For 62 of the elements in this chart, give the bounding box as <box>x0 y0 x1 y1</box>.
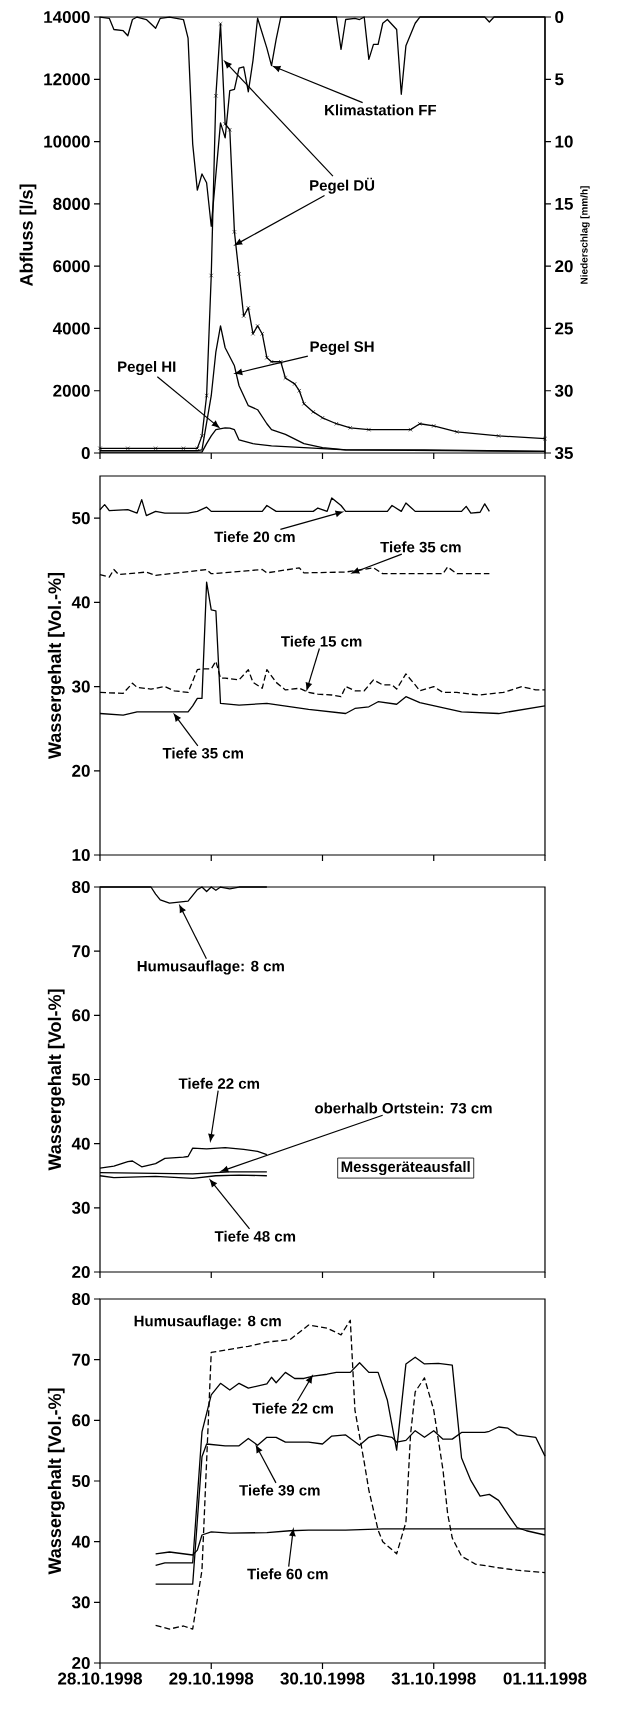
annotation: Tiefe 22 cm <box>178 1077 260 1089</box>
y2-tick-label: 20 <box>555 260 573 273</box>
y-axis-title: Abfluss [l/s] <box>19 184 37 287</box>
x-tick-label: 29.10.1998 <box>169 1672 254 1685</box>
y-tick-label: 10000 <box>44 135 90 148</box>
y2-tick-label: 35 <box>554 446 573 460</box>
y-tick-label: 60 <box>72 1009 90 1022</box>
y-tick-label: 80 <box>72 1292 90 1306</box>
y-tick-label: 60 <box>72 1414 90 1427</box>
y-tick-label: 40 <box>71 1137 90 1150</box>
y-tick-label: 0 <box>81 446 90 460</box>
x-tick-label: 30.10.1998 <box>280 1672 365 1685</box>
annotation: Pegel SH <box>310 340 374 355</box>
y-tick-label: 2000 <box>53 384 90 397</box>
y-tick-label: 80 <box>72 880 90 894</box>
annotation: Tiefe 48 cm <box>214 1230 296 1242</box>
y-tick-label: 70 <box>72 945 90 958</box>
y-tick-label: 50 <box>72 512 90 525</box>
y-tick-label: 70 <box>72 1353 90 1366</box>
annotation: Humusauflage: 8 cm <box>137 960 284 975</box>
annotation: Pegel HI <box>118 360 176 376</box>
annotation: Messgeräteausfall <box>341 1161 470 1176</box>
annotation: Klimastation FF <box>325 104 437 116</box>
y-tick-label: 4000 <box>52 322 90 335</box>
y-tick-label: 10 <box>72 848 90 862</box>
y2-axis-title: Niederschlag [mm/h] <box>580 186 590 284</box>
annotation: Tiefe 20 cm <box>214 531 295 543</box>
annotation: Tiefe 22 cm <box>252 1402 333 1414</box>
y-tick-label: 30 <box>71 680 90 693</box>
y-tick-label: 50 <box>72 1073 90 1086</box>
y-tick-label: 50 <box>72 1474 90 1488</box>
y2-tick-label: 15 <box>555 197 573 210</box>
y2-tick-label: 5 <box>555 73 564 86</box>
annotation: Pegel DÜ <box>310 177 375 194</box>
annotation: Tiefe 35 cm <box>162 747 243 759</box>
y2-tick-label: 25 <box>555 322 573 335</box>
y2-tick-label: 30 <box>554 384 573 397</box>
y-tick-label: 8000 <box>53 197 90 210</box>
annotation: Tiefe 15 cm <box>281 635 362 647</box>
y-axis-title: Wassergehalt [Vol.-%] <box>47 573 65 760</box>
x-tick-label: 31.10.1998 <box>391 1672 476 1685</box>
annotation: Tiefe 35 cm <box>380 541 461 553</box>
x-tick-label: 28.10.1998 <box>58 1672 143 1685</box>
y-tick-label: 20 <box>72 764 90 777</box>
y-tick-label: 40 <box>71 596 90 609</box>
annotation: Tiefe 60 cm <box>247 1568 328 1580</box>
y2-tick-label: 10 <box>555 135 573 148</box>
y2-tick-label: 0 <box>555 11 564 24</box>
y-tick-label: 14000 <box>44 11 90 24</box>
y-tick-label: 20 <box>72 1265 90 1279</box>
y-tick-label: 30 <box>71 1596 90 1609</box>
y-tick-label: 20 <box>72 1656 90 1670</box>
y-tick-label: 40 <box>71 1535 90 1548</box>
y-axis-title: Wassergehalt [Vol-%] <box>47 989 65 1171</box>
annotation: oberhalb Ortstein: 73 cm <box>315 1102 492 1114</box>
y-tick-label: 6000 <box>53 260 90 273</box>
y-axis-title: Wassergehalt [Vol.-%] <box>47 1388 65 1575</box>
annotation: Tiefe 39 cm <box>239 1484 320 1496</box>
y-tick-label: 30 <box>71 1201 90 1214</box>
y-tick-label: 12000 <box>44 73 90 86</box>
annotation: Humusauflage: 8 cm <box>134 1315 281 1330</box>
x-tick-label: 01.11.1998 <box>503 1672 587 1685</box>
